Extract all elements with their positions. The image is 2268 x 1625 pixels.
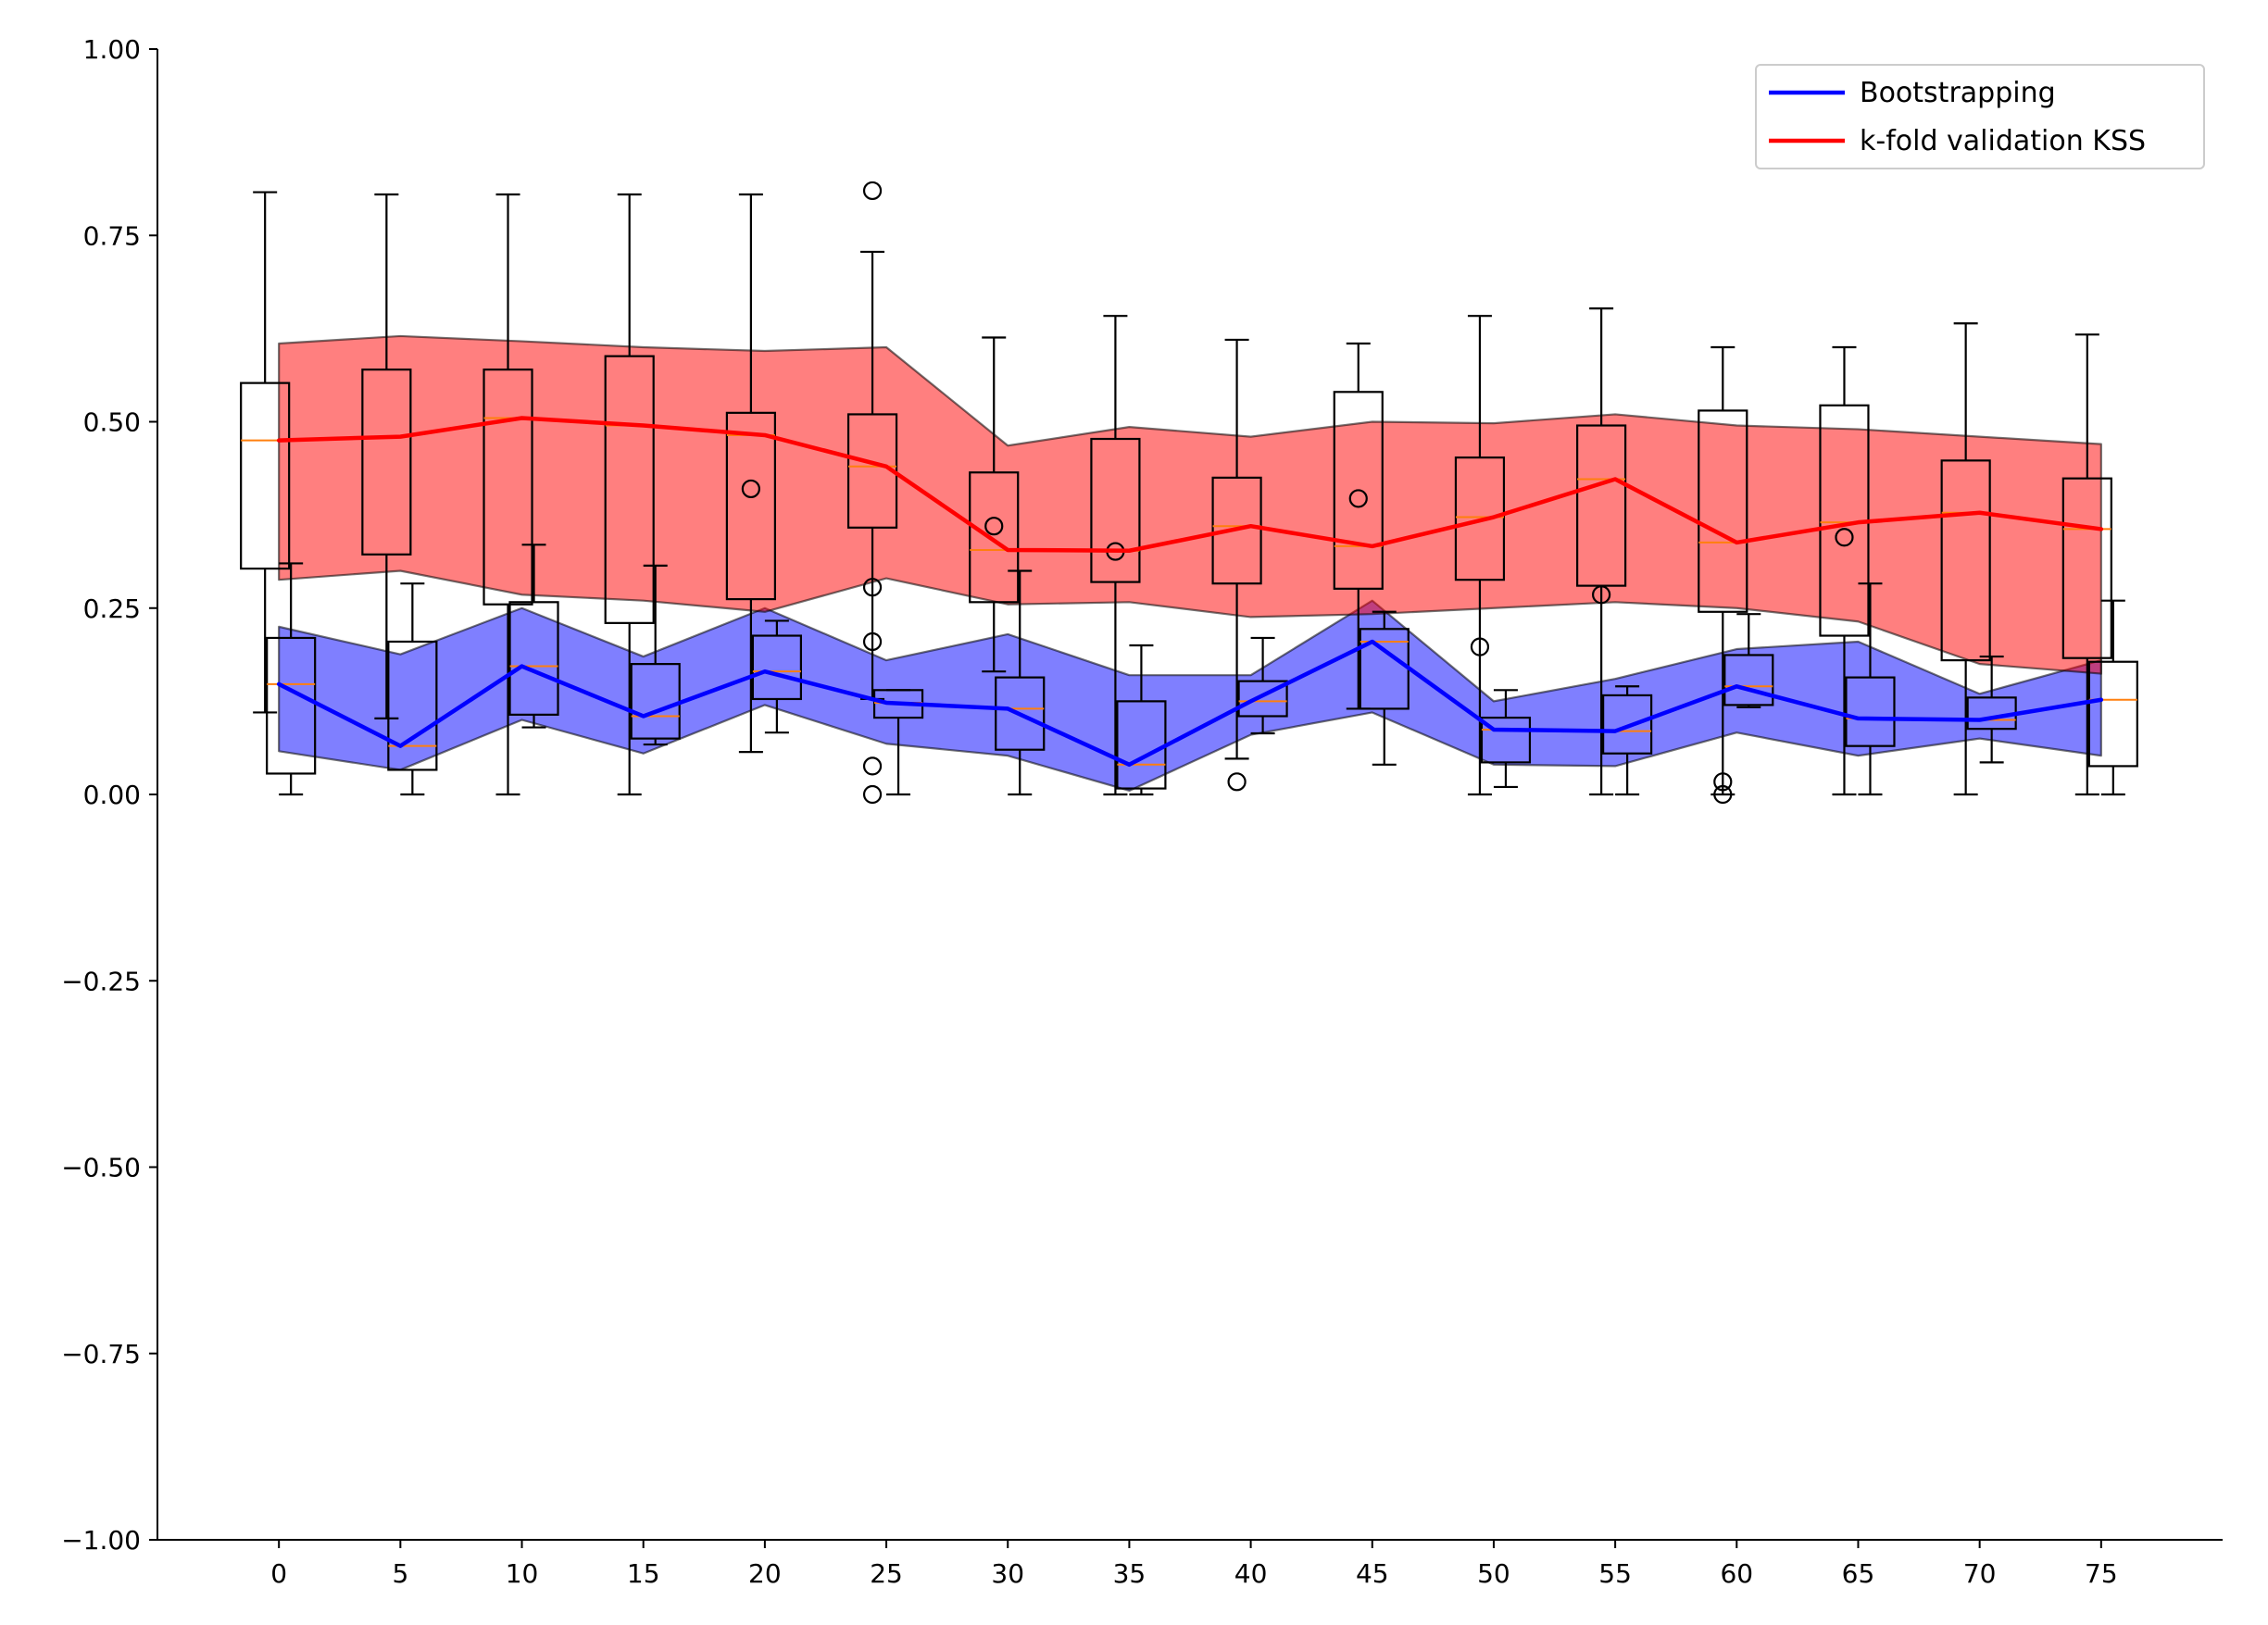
boxplot-outlier [1713, 772, 1733, 792]
k-fold-validation-kss-line [276, 416, 2104, 554]
k-fold-boxplot-5 [361, 193, 412, 719]
x-tick-label: 20 [748, 1558, 782, 1589]
boxplot-outlier [1592, 585, 1611, 605]
boxplot-box [604, 355, 655, 624]
boxplot-outlier [1470, 637, 1490, 656]
boxplot-outlier [862, 578, 883, 597]
boxplot-box [1211, 476, 1262, 585]
boxplot-box [846, 413, 898, 529]
k-fold-validation-kss-band [278, 334, 2102, 675]
boxplot-outlier [862, 756, 883, 776]
boxplot-box [725, 411, 776, 601]
boxplot-box [482, 369, 533, 606]
x-tick-label: 40 [1234, 1558, 1268, 1589]
x-tick-label: 65 [1842, 1558, 1875, 1589]
boxplot-outlier [1713, 784, 1733, 805]
boxplot-box [266, 636, 317, 775]
boxplot-box [1698, 409, 1748, 613]
k-fold-boxplot-50 [1454, 315, 1506, 796]
x-tick-label: 35 [1113, 1558, 1147, 1589]
boxplot-box [969, 471, 1020, 604]
boxplot-box [1940, 459, 1991, 662]
boxplot-outlier [741, 479, 760, 499]
confidence-bands [278, 334, 2102, 793]
x-tick-label: 75 [2085, 1558, 2118, 1589]
bootstrap-boxplot-20 [751, 619, 802, 734]
x-tick-label: 60 [1720, 1558, 1753, 1589]
boxplot-outlier [1348, 489, 1368, 508]
x-tick-label: 30 [991, 1558, 1024, 1589]
x-tick-label: 25 [870, 1558, 903, 1589]
boxplot-box [1333, 391, 1384, 590]
boxplot-box [1237, 680, 1288, 718]
y-tick-label: 0.50 [83, 407, 141, 438]
boxplot-box [1602, 694, 1653, 755]
boxplot-box [751, 634, 802, 701]
x-tick-label: 0 [270, 1558, 287, 1589]
boxplot-box [2061, 477, 2112, 659]
y-tick-label: 1.00 [83, 34, 141, 65]
x-tick-label: 15 [627, 1558, 660, 1589]
boxplot-box [508, 601, 559, 716]
legend-box [1755, 64, 2205, 169]
boxplot-outlier [862, 784, 883, 805]
y-tick-label: −0.75 [61, 1339, 141, 1369]
boxplot-outlier [1227, 772, 1247, 792]
x-tick-label: 55 [1598, 1558, 1632, 1589]
k-fold-boxplot-60 [1698, 345, 1748, 805]
x-tick-label: 10 [506, 1558, 539, 1589]
boxplot-box [995, 676, 1046, 751]
boxplot-box [1090, 437, 1141, 583]
y-tick-label: −1.00 [61, 1525, 141, 1556]
axes: −1.00 −0.75 −0.50 −0.25 0.00 0.25 0.50 0.75 1.00… [61, 34, 2223, 1589]
bootstrap-boxplot-5 [387, 582, 438, 796]
legend-label-bootstrapping: Bootstrapping [1860, 77, 2056, 109]
bootstrap-boxplot-0 [266, 562, 317, 796]
x-tick-label: 50 [1477, 1558, 1510, 1589]
boxplot-box [387, 640, 438, 771]
legend: Bootstrapping k-fold validation KSS [1755, 64, 2205, 169]
y-tick-label: −0.25 [61, 966, 141, 996]
boxplot-outlier [1835, 528, 1854, 547]
boxplot-box [1454, 456, 1506, 581]
y-tick-label: 0.75 [83, 220, 141, 251]
x-tick-label: 5 [392, 1558, 408, 1589]
boxplot-box [1480, 716, 1532, 764]
k-fold-boxplot-55 [1576, 307, 1627, 796]
boxplot-box [2087, 660, 2138, 768]
series-lines [276, 416, 2104, 768]
bootstrapping-line [276, 639, 2104, 768]
boxplot-box [1723, 654, 1774, 706]
boxplot-box [1845, 676, 1896, 747]
bootstrap-boxplot-40 [1237, 636, 1288, 735]
bootstrap-boxplot-70 [1966, 655, 2017, 764]
boxplot-outlier [862, 181, 883, 201]
boxplot-outlier [862, 631, 883, 652]
y-tick-label: −0.50 [61, 1153, 141, 1183]
k-fold-boxplot-0 [240, 191, 291, 714]
y-tick-label: 0.25 [83, 594, 141, 624]
x-tick-label: 70 [1963, 1558, 1997, 1589]
x-tick-label: 45 [1356, 1558, 1389, 1589]
bootstrap-boxplot-10 [508, 544, 559, 729]
bootstrapping-band [278, 599, 2102, 793]
legend-label-k-fold-validation-kss: k-fold validation KSS [1860, 125, 2146, 157]
boxplot-box [361, 369, 412, 556]
boxplot-outlier [984, 517, 1004, 536]
y-tick-label: 0.00 [83, 780, 141, 810]
boxplot-box [240, 381, 291, 570]
bootstrap-boxplot-30 [995, 569, 1046, 796]
k-fold-boxplot-30 [969, 336, 1020, 673]
